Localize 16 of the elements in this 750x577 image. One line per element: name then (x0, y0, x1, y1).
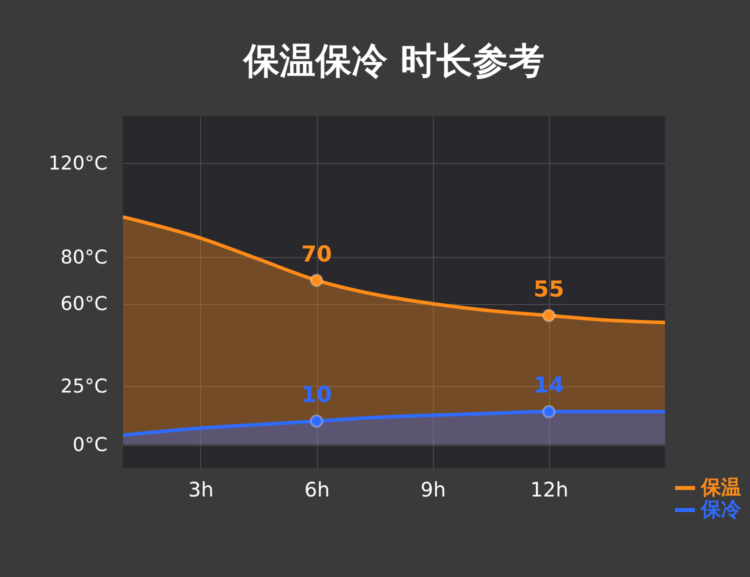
x-tick-label: 3h (188, 478, 214, 502)
y-tick-label: 25°C (60, 375, 108, 398)
y-tick-label: 80°C (60, 246, 108, 268)
legend-label: 保冷 (700, 497, 742, 521)
data-label: 14 (534, 374, 564, 399)
x-tick-label: 6h (304, 478, 330, 502)
x-tick-label: 12h (530, 478, 568, 502)
legend-label: 保温 (700, 475, 741, 499)
data-label: 70 (301, 242, 332, 268)
x-tick-label: 9h (420, 478, 446, 502)
y-tick-label: 120°C (48, 152, 108, 174)
y-tick-label: 60°C (60, 293, 108, 316)
data-label: 55 (534, 277, 564, 302)
data-label: 10 (301, 383, 332, 408)
chart-title: 保温保冷 时长参考 (242, 41, 544, 82)
y-tick-label: 0°C (72, 434, 108, 456)
